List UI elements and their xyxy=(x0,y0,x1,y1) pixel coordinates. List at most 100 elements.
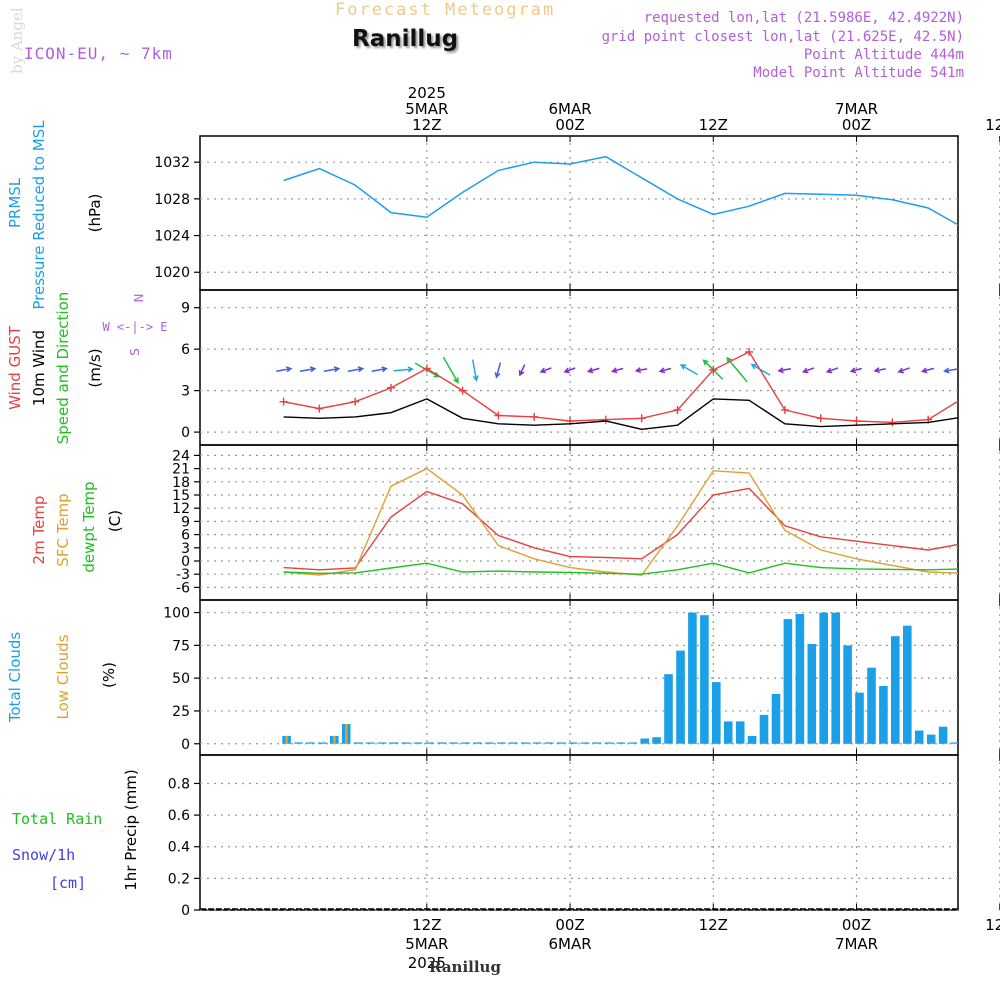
total-cloud-bar xyxy=(437,742,446,744)
total-clouds-label: Total Clouds xyxy=(6,632,24,724)
signature-text: by Angel xyxy=(8,7,26,74)
clouds-y-tick-label: 50 xyxy=(172,671,190,687)
total-cloud-bar xyxy=(532,742,542,744)
top-time-label: 00Z xyxy=(842,116,871,134)
top-time-label: 7MAR xyxy=(835,100,878,118)
precip-panel: 0 0.2 0.4 0.6 0.8 xyxy=(168,754,1000,919)
gust-marker xyxy=(852,417,861,426)
series-line xyxy=(283,155,958,226)
snow-unit-label: [cm] xyxy=(50,874,86,892)
temperature-series-dewpt-temp xyxy=(283,562,958,575)
bottom-time-label: 2025 xyxy=(408,954,446,972)
total-cloud-bar xyxy=(485,742,494,744)
series-line xyxy=(283,398,958,431)
temperature-series-sfc-temp xyxy=(283,467,958,576)
total-cloud-bar xyxy=(401,742,411,744)
total-cloud-bar xyxy=(652,737,661,744)
top-time-label: 12Z xyxy=(985,116,1000,134)
pressure-series-label: PRMSL xyxy=(6,177,24,228)
low-cloud-bar xyxy=(333,735,336,744)
point-altitude: Point Altitude 444m xyxy=(803,47,964,63)
low-cloud-bar xyxy=(285,735,288,744)
wind-arrow xyxy=(658,367,672,374)
gust-marker xyxy=(601,415,610,424)
total-cloud-bar xyxy=(449,742,458,744)
total-cloud-bar xyxy=(568,742,578,744)
bottom-time-label: 12Z xyxy=(412,916,441,934)
pressure-panel: 1020 1024 1028 1032 xyxy=(154,135,1000,291)
clouds-y-tick-label: 25 xyxy=(172,704,190,720)
temperature-y-tick-label: 15 xyxy=(172,488,190,504)
precip-unit-label: 1hr Precip (mm) xyxy=(122,769,140,890)
gust-marker xyxy=(816,414,825,423)
total-cloud-bar xyxy=(712,682,721,744)
temperature-y-tick-label: 24 xyxy=(172,448,190,464)
temp-unit-label: (C) xyxy=(106,510,124,532)
gust-marker xyxy=(709,365,718,374)
wind-y-tick-label: 3 xyxy=(181,384,190,400)
wind-arrow xyxy=(801,367,815,374)
wind-arrow xyxy=(563,367,576,374)
total-cloud-bar xyxy=(592,742,602,744)
precip-y-tick-label: 0.2 xyxy=(168,871,190,887)
total-cloud-bar xyxy=(294,742,303,744)
precip-y-tick-label: 0.8 xyxy=(168,776,190,792)
bottom-time-label: 12Z xyxy=(985,916,1000,934)
total-cloud-bar xyxy=(676,650,685,744)
series-line xyxy=(283,562,958,575)
pressure-series-label: Pressure Reduced to MSL xyxy=(30,120,48,310)
total-cloud-bar xyxy=(867,667,876,744)
gust-marker xyxy=(780,405,789,414)
top-time-label: 2025 xyxy=(408,84,446,102)
total-cloud-bar xyxy=(903,625,912,744)
total-cloud-bar xyxy=(628,742,637,744)
total-cloud-bar xyxy=(688,612,697,744)
total-cloud-bar xyxy=(747,735,757,744)
wind-arrow xyxy=(471,359,479,382)
precip-y-tick-label: 0.6 xyxy=(168,808,190,824)
wind-arrow xyxy=(750,363,771,376)
precip-y-tick-label: 0.4 xyxy=(168,840,190,856)
total-cloud-bar xyxy=(938,726,948,744)
wind-arrow xyxy=(920,367,935,374)
total-cloud-bar xyxy=(521,742,530,744)
wind-arrow xyxy=(539,367,552,374)
total-cloud-bar xyxy=(879,686,888,744)
wind-arrow xyxy=(777,367,792,374)
clouds-y-tick-label: 0 xyxy=(181,737,190,753)
wind-direction-arrows xyxy=(276,356,958,384)
temp-2m-label: 2m Temp xyxy=(30,496,48,565)
temperature-y-tick-label: 12 xyxy=(172,501,190,517)
gust-marker xyxy=(458,386,467,395)
wind-series-10m-wind xyxy=(283,398,958,431)
temp-sfc-label: SFC Temp xyxy=(54,493,72,566)
low-cloud-bar xyxy=(345,724,348,744)
gust-marker xyxy=(637,414,646,423)
total-cloud-bar xyxy=(389,742,399,744)
total-cloud-bar xyxy=(461,742,470,744)
series-line xyxy=(283,350,958,424)
temperature-y-tick-label: 18 xyxy=(172,475,190,491)
wind-y-tick-label: 0 xyxy=(181,425,190,441)
gust-marker xyxy=(422,364,431,373)
wind-arrow xyxy=(943,367,958,374)
precip-y-tick-label: 0 xyxy=(181,903,190,919)
total-cloud-bar xyxy=(819,612,828,744)
total-cloud-bar xyxy=(556,742,566,744)
cloud-unit-label: (%) xyxy=(100,662,118,688)
total-cloud-bar xyxy=(616,742,626,744)
total-cloud-bar xyxy=(318,742,327,744)
pressure-y-tick-label: 1020 xyxy=(154,265,190,281)
top-time-label: 12Z xyxy=(699,116,728,134)
total-cloud-bar xyxy=(950,742,958,744)
gust-marker xyxy=(315,404,324,413)
wind-y-tick-label: 9 xyxy=(181,301,190,317)
compass-north: N xyxy=(132,294,146,303)
top-time-label: 00Z xyxy=(555,116,584,134)
wind-arrow xyxy=(323,366,341,373)
wind-arrow xyxy=(679,364,698,376)
gust-marker xyxy=(530,412,539,421)
total-cloud-bar xyxy=(377,742,387,744)
